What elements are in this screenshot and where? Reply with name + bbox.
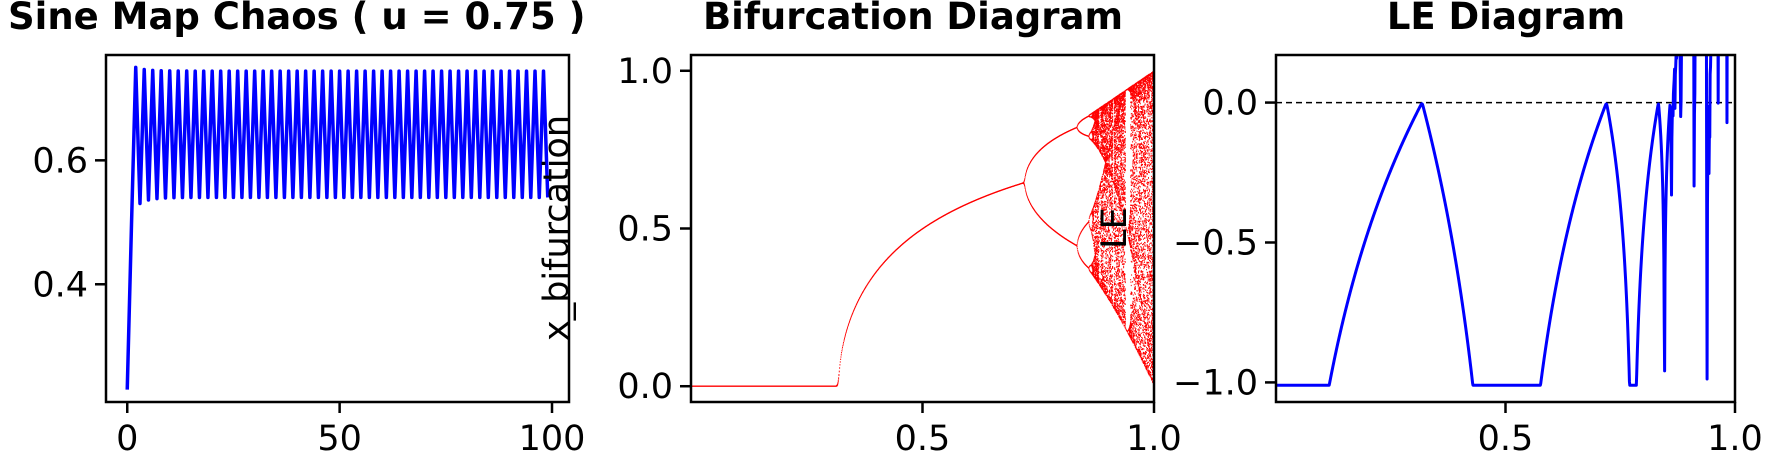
y-tick-label: −1.0 [1173, 363, 1258, 403]
chart-title: LE Diagram [1387, 0, 1625, 38]
panel-bifurcation-diagram: Bifurcation Diagram x_bifurcation 0.5 1.0… [537, 0, 1182, 459]
x-tick-label: 1.0 [1707, 419, 1763, 459]
x-tick-label: 100 [519, 419, 586, 459]
x-tick-label: 0.5 [1478, 419, 1534, 459]
y-axis-label: x_bifurcation [537, 115, 577, 341]
chart-title: Sine Map Chaos ( u = 0.75 ) [8, 0, 586, 38]
y-axis-label: LE [1095, 207, 1135, 249]
y-tick-label: 0.5 [617, 210, 673, 250]
y-tick-label: 1.0 [617, 52, 673, 92]
chart-title: Bifurcation Diagram [703, 0, 1123, 38]
y-tick-label: −0.5 [1173, 223, 1258, 263]
y-tick-label: 0.4 [32, 265, 88, 305]
x-tick-label: 0 [116, 419, 138, 459]
panel-sine-map-chaos: Sine Map Chaos ( u = 0.75 ) 0 50 100 0.4 0.6 [8, 0, 586, 459]
x-tick-label: 50 [317, 419, 362, 459]
panel-le-diagram: LE Diagram LE 0.5 1.0 0.0 −0.5 −1.0 [1095, 0, 1763, 459]
y-tick-label: 0.6 [32, 141, 88, 181]
plot-frame [1274, 53, 1737, 404]
series-line [1276, 55, 1729, 387]
y-tick-label: 0.0 [1202, 84, 1258, 124]
y-tick-label: 0.0 [617, 367, 673, 407]
x-tick-label: 0.5 [895, 419, 951, 459]
x-tick-label: 1.0 [1126, 419, 1182, 459]
plot-frame [104, 53, 571, 404]
bifurcation-points [691, 70, 1154, 387]
series-line [125, 65, 550, 390]
plot-frame [689, 53, 1156, 404]
